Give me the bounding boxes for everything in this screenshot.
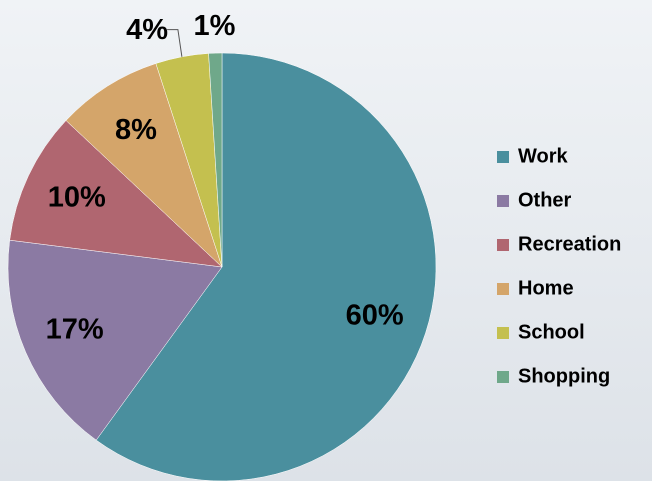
legend-swatch bbox=[497, 371, 509, 383]
legend-swatch bbox=[497, 283, 509, 295]
data-label: 10% bbox=[48, 181, 106, 213]
data-label: 4% bbox=[126, 14, 168, 46]
pie-slice bbox=[65, 63, 223, 268]
legend-label: Other bbox=[518, 189, 572, 211]
legend-label: Recreation bbox=[518, 233, 621, 255]
pie-slice bbox=[9, 120, 223, 268]
pie-slice bbox=[7, 239, 223, 441]
legend-swatch bbox=[497, 327, 509, 339]
data-label: 8% bbox=[115, 114, 157, 146]
data-label: 60% bbox=[346, 299, 404, 331]
legend-label: Work bbox=[518, 145, 569, 167]
legend-label: Home bbox=[518, 277, 574, 299]
data-label: 17% bbox=[46, 313, 104, 345]
data-label: 1% bbox=[194, 10, 236, 42]
pie-slice bbox=[208, 52, 223, 268]
legend-swatch bbox=[497, 239, 509, 251]
leader-line bbox=[167, 29, 183, 57]
legend-swatch bbox=[497, 195, 509, 207]
legend-swatch bbox=[497, 151, 509, 163]
legend-label: School bbox=[518, 321, 585, 343]
legend-label: Shopping bbox=[518, 365, 610, 387]
pie-slice bbox=[95, 52, 437, 481]
